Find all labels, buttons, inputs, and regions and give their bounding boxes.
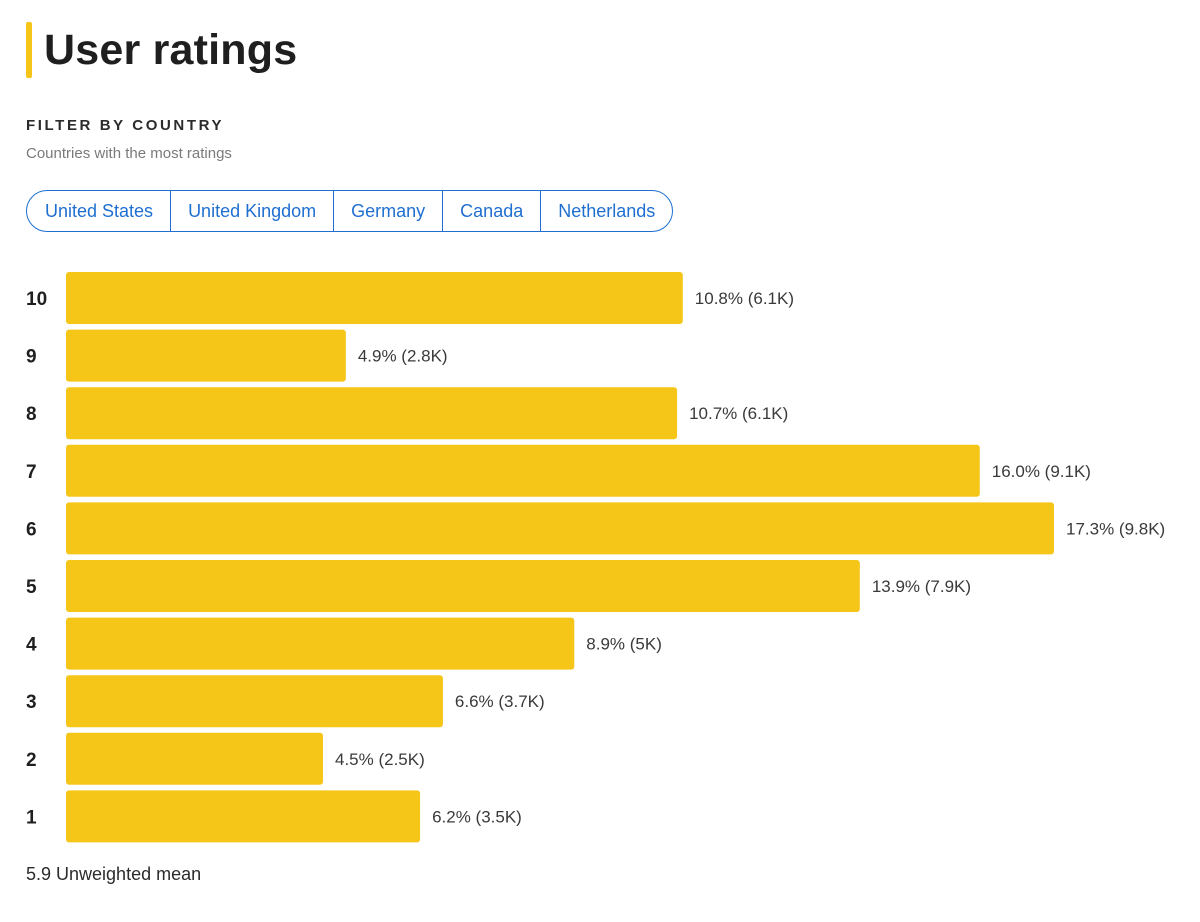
value-label-rating-5: 13.9% (7.9K) bbox=[872, 577, 971, 596]
bar-rating-6[interactable] bbox=[66, 502, 1054, 555]
rating-label-4: 4 bbox=[26, 635, 37, 656]
rating-label-5: 5 bbox=[26, 577, 37, 598]
bar-rating-9[interactable] bbox=[66, 329, 346, 382]
country-filter-group: United States United Kingdom Germany Can… bbox=[26, 190, 674, 232]
value-label-rating-6: 17.3% (9.8K) bbox=[1066, 519, 1165, 538]
country-chip-united-states[interactable]: United States bbox=[27, 191, 172, 231]
rating-label-6: 6 bbox=[26, 519, 37, 540]
rating-label-10: 10 bbox=[26, 289, 47, 310]
value-label-rating-9: 4.9% (2.8K) bbox=[358, 347, 448, 366]
country-chip-netherlands[interactable]: Netherlands bbox=[558, 200, 656, 221]
value-label-rating-1: 6.2% (3.5K) bbox=[432, 807, 522, 826]
rating-label-8: 8 bbox=[26, 404, 37, 425]
value-label-rating-3: 6.6% (3.7K) bbox=[455, 692, 545, 711]
page-title: User ratings bbox=[44, 25, 298, 74]
value-label-rating-7: 16.0% (9.1K) bbox=[992, 462, 1091, 481]
bar-rating-5[interactable] bbox=[66, 560, 860, 612]
country-chip-germany[interactable]: Germany bbox=[334, 191, 444, 231]
country-chip-canada[interactable]: Canada bbox=[443, 191, 542, 231]
value-label-rating-4: 8.9% (5K) bbox=[586, 635, 662, 654]
rating-label-9: 9 bbox=[26, 347, 37, 368]
value-label-rating-10: 10.8% (6.1K) bbox=[695, 289, 794, 308]
rating-label-2: 2 bbox=[26, 750, 37, 771]
title-block: User ratings bbox=[26, 22, 297, 78]
bar-rating-7[interactable] bbox=[66, 444, 980, 497]
bar-rating-10[interactable] bbox=[66, 272, 683, 324]
bar-rating-4[interactable] bbox=[66, 617, 575, 670]
unweighted-mean: 5.9 Unweighted mean bbox=[26, 864, 202, 884]
bar-rating-3[interactable] bbox=[66, 675, 443, 728]
ratings-bar-chart: 10 10.8% (6.1K) 9 4.9% (2.8K) 8 10.7% (6.1K) 7… bbox=[26, 272, 1165, 843]
rating-label-3: 3 bbox=[26, 692, 37, 713]
rating-label-7: 7 bbox=[26, 462, 37, 483]
filter-subheading: Countries with the most ratings bbox=[26, 145, 232, 162]
title-accent-bar bbox=[26, 22, 32, 78]
value-label-rating-8: 10.7% (6.1K) bbox=[689, 404, 788, 423]
filter-heading: FILTER BY COUNTRY bbox=[26, 117, 225, 134]
rating-label-1: 1 bbox=[26, 807, 37, 828]
bar-rating-1[interactable] bbox=[66, 790, 421, 843]
country-chip-united-kingdom[interactable]: United Kingdom bbox=[171, 191, 335, 231]
bar-rating-2[interactable] bbox=[66, 732, 323, 785]
value-label-rating-2: 4.5% (2.5K) bbox=[335, 750, 425, 769]
bar-rating-8[interactable] bbox=[66, 387, 678, 440]
